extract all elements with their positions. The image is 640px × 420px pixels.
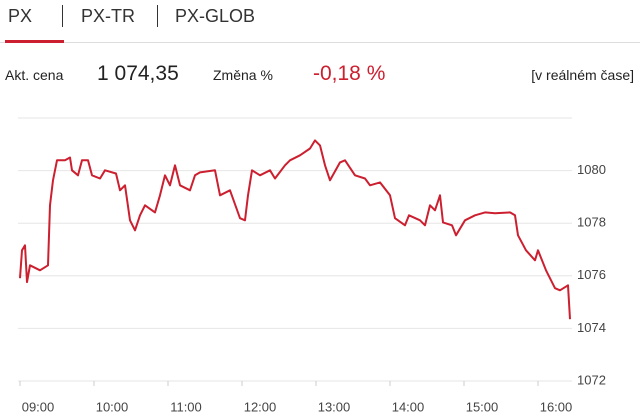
price-line bbox=[19, 139, 571, 320]
x-tick-label: 11:00 bbox=[170, 399, 202, 414]
x-tick-label: 15:00 bbox=[466, 399, 499, 414]
x-tick-label: 13:00 bbox=[318, 399, 351, 414]
x-tick-label: 09:00 bbox=[22, 399, 55, 414]
y-tick-label: 1074 bbox=[577, 320, 606, 335]
tab[interactable]: PX bbox=[8, 6, 33, 26]
separator bbox=[62, 5, 63, 27]
x-tick-label: 16:00 bbox=[540, 399, 573, 414]
separator bbox=[157, 5, 158, 27]
x-tick-label: 10:00 bbox=[96, 399, 129, 414]
price-label: Akt. cena bbox=[5, 67, 64, 83]
y-tick-label: 1072 bbox=[577, 372, 606, 387]
x-tick-label: 12:00 bbox=[244, 399, 277, 414]
change-label: Změna % bbox=[213, 67, 273, 83]
active-tab-underline bbox=[5, 40, 64, 43]
price: 1 074,35 bbox=[97, 62, 179, 85]
tab[interactable]: PX-GLOB bbox=[175, 6, 256, 26]
x-tick-label: 14:00 bbox=[392, 399, 425, 414]
y-tick-label: 1080 bbox=[577, 162, 606, 177]
tab-divider bbox=[0, 42, 640, 43]
y-tick-label: 1078 bbox=[577, 215, 606, 230]
change: -0,18 % bbox=[313, 62, 386, 85]
tab[interactable]: PX-TR bbox=[81, 6, 135, 26]
y-tick-label: 1076 bbox=[577, 267, 606, 282]
realtime-note: [v reálném čase] bbox=[531, 67, 634, 83]
